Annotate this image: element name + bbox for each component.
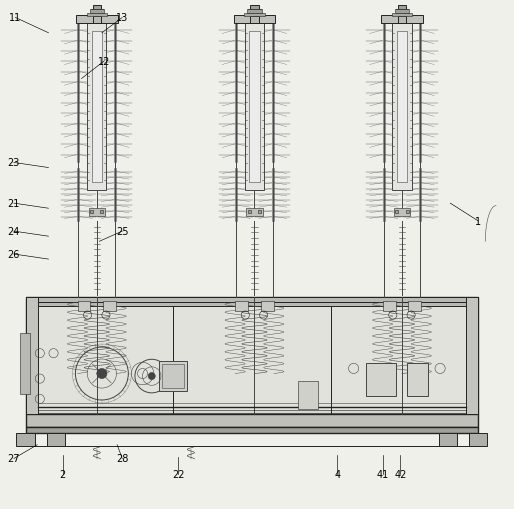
Text: 23: 23 [8,158,20,168]
Bar [21,333,30,394]
Text: 4: 4 [334,469,340,479]
Bar [26,427,478,433]
Bar [47,433,65,446]
Bar [366,363,396,397]
Text: 1: 1 [475,216,481,227]
Text: 41: 41 [377,469,389,479]
Circle shape [148,373,155,380]
Bar [248,211,251,214]
Bar [247,10,262,14]
Bar [249,32,260,183]
Bar [469,433,487,446]
Bar [261,302,273,312]
Bar [398,17,406,23]
Bar [381,16,423,23]
Bar [246,208,263,216]
Text: 2: 2 [60,469,66,479]
Bar [235,302,248,312]
Bar [408,302,421,312]
Text: 42: 42 [394,469,407,479]
Text: 25: 25 [116,227,128,237]
Text: 21: 21 [8,199,20,209]
Bar [78,302,90,312]
Bar [100,211,103,214]
Bar [466,298,478,414]
Bar [298,381,318,409]
Bar [87,14,107,17]
Bar [91,32,102,183]
Bar [93,6,101,10]
Bar [250,17,259,23]
Text: 27: 27 [8,454,20,464]
Bar [248,10,261,16]
Bar [258,211,261,214]
Bar [16,433,35,446]
Bar [250,6,259,10]
Bar [162,364,184,388]
Bar [26,414,478,427]
Text: 12: 12 [98,56,111,67]
Bar [103,302,116,312]
Bar [26,298,478,414]
Text: 26: 26 [8,249,20,260]
Bar [395,211,398,214]
Bar [93,17,101,23]
Circle shape [97,369,107,379]
Bar [88,208,105,216]
Text: 28: 28 [116,454,128,464]
Bar [438,433,457,446]
Text: 11: 11 [9,13,22,23]
Bar [383,302,396,312]
Bar [394,208,410,216]
Bar [392,23,412,191]
Bar [233,16,276,23]
Bar [90,10,103,16]
Bar [87,23,106,191]
Bar [26,298,39,414]
Bar [90,211,93,214]
Bar [406,211,409,214]
Bar [392,14,412,17]
Bar [28,308,475,410]
Text: 22: 22 [172,469,185,479]
Bar [398,6,406,10]
Bar [407,363,428,397]
Bar [397,32,407,183]
Bar [244,14,265,17]
Bar [89,10,104,14]
Text: 24: 24 [8,227,20,237]
Text: 13: 13 [116,13,128,23]
Bar [76,16,118,23]
Bar [396,10,408,16]
Bar [26,298,478,307]
Bar [395,10,409,14]
Bar [245,23,264,191]
Bar [159,361,187,391]
